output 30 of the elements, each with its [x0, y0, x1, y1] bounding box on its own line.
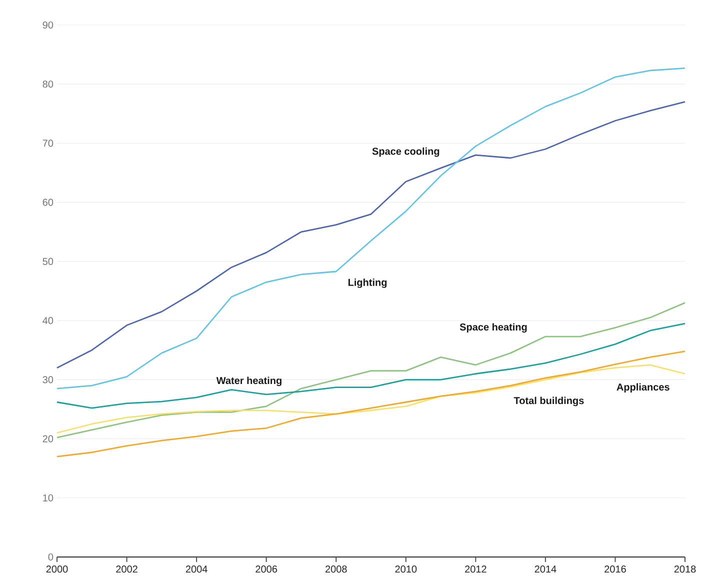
y-tick-label: 60: [42, 198, 54, 206]
y-tick-label: 70: [42, 140, 54, 147]
series-label: Total buildings: [514, 396, 584, 406]
series-label: Lighting: [348, 278, 387, 288]
x-tick-label: 2014: [534, 566, 556, 573]
y-tick-label: 10: [43, 494, 54, 502]
series-label: Space cooling: [372, 147, 440, 157]
line-series: [56, 101, 686, 369]
x-tick-label: 2012: [465, 566, 486, 573]
y-tick-label: 40: [42, 317, 54, 324]
line-series: [56, 364, 686, 434]
y-tick-label: 90: [42, 21, 54, 29]
x-tick-label: 2000: [46, 566, 68, 573]
x-tick-label: 2004: [186, 566, 208, 573]
y-tick-label: 80: [42, 80, 54, 88]
line-series: [56, 322, 686, 409]
y-tick-label: 0: [48, 553, 54, 561]
x-tick-label: 2016: [604, 566, 626, 573]
x-tick-label: 2002: [116, 566, 138, 573]
series-label: Water heating: [216, 376, 282, 386]
x-tick-label: 2010: [395, 566, 417, 573]
y-tick-label: 20: [42, 435, 54, 442]
y-tick-label: 30: [42, 376, 54, 384]
x-tick-label: 2008: [325, 566, 347, 573]
series-label: Appliances: [616, 383, 670, 393]
x-tick-label: 2018: [674, 566, 696, 573]
series-label: Space heating: [460, 323, 527, 333]
line-series: [56, 350, 686, 458]
y-tick-label: 50: [42, 258, 54, 265]
x-tick-label: 2006: [256, 566, 278, 573]
